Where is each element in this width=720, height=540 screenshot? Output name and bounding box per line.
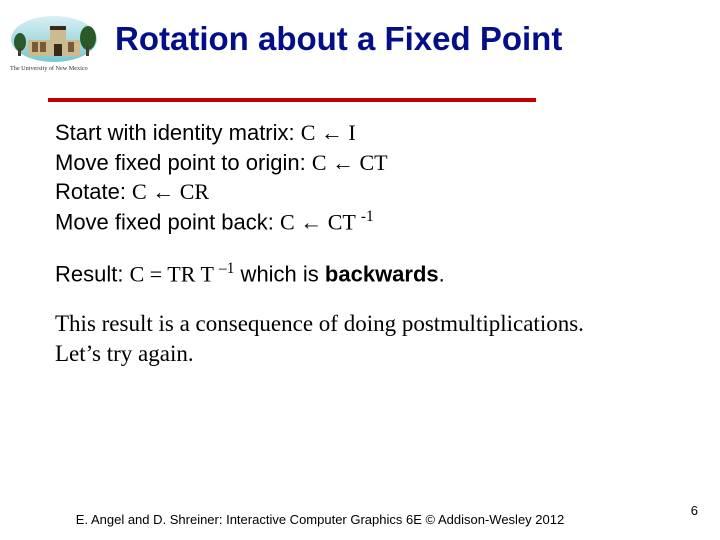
result-math: C = TR T xyxy=(130,261,219,286)
step-3-text: Rotate: xyxy=(55,179,132,204)
title-rule xyxy=(48,98,536,102)
step-4-sup: -1 xyxy=(361,208,374,225)
result-period: . xyxy=(439,261,445,286)
consequence-l2: Let’s try again. xyxy=(55,339,670,369)
slide: The University of New Mexico Rotation ab… xyxy=(0,0,720,540)
step-3-math: C ← CR xyxy=(132,179,209,204)
svg-text:The University of New Mexico: The University of New Mexico xyxy=(10,65,88,72)
step-4-text: Move fixed point back: xyxy=(55,209,280,234)
page-number: 6 xyxy=(691,503,698,518)
slide-body: Start with identity matrix: C ← I Move f… xyxy=(55,118,670,369)
step-1-math: C ← I xyxy=(301,120,356,145)
result-label: Result: xyxy=(55,261,130,286)
step-4-math: C ← CT xyxy=(280,209,361,234)
result-which: which is xyxy=(234,261,324,286)
footer-citation: E. Angel and D. Shreiner: Interactive Co… xyxy=(60,512,580,528)
consequence-l1: This result is a consequence of doing po… xyxy=(55,309,670,339)
step-1-text: Start with identity matrix: xyxy=(55,120,301,145)
result-sup: –1 xyxy=(219,260,234,277)
result-backwards: backwards xyxy=(325,261,439,286)
result-line: Result: C = TR T –1 which is backwards. xyxy=(55,259,670,289)
unm-logo: The University of New Mexico xyxy=(10,12,105,82)
step-2-text: Move fixed point to origin: xyxy=(55,150,312,175)
logo-image: The University of New Mexico xyxy=(10,12,105,82)
step-1: Start with identity matrix: C ← I xyxy=(55,118,670,148)
step-2: Move fixed point to origin: C ← CT xyxy=(55,148,670,178)
slide-title: Rotation about a Fixed Point xyxy=(115,20,562,58)
step-4: Move fixed point back: C ← CT -1 xyxy=(55,207,670,237)
step-2-math: C ← CT xyxy=(312,150,388,175)
consequence-block: This result is a consequence of doing po… xyxy=(55,309,670,369)
step-3: Rotate: C ← CR xyxy=(55,177,670,207)
